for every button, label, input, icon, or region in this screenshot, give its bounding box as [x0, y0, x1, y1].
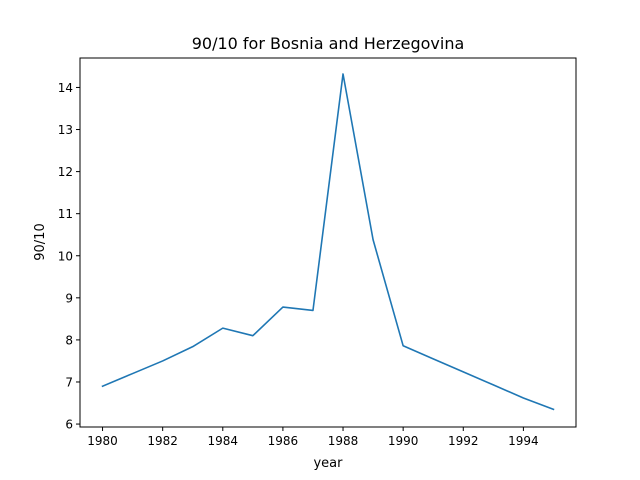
y-tick-label: 7 — [65, 375, 73, 389]
chart-title: 90/10 for Bosnia and Herzegovina — [192, 34, 465, 53]
x-tick-label: 1992 — [448, 434, 479, 448]
y-tick-label: 13 — [58, 123, 73, 137]
y-tick-label: 6 — [65, 418, 73, 432]
x-tick-label: 1986 — [268, 434, 299, 448]
x-tick-label: 1982 — [147, 434, 178, 448]
x-tick-label: 1984 — [208, 434, 239, 448]
y-tick-label: 14 — [58, 81, 73, 95]
x-tick-label: 1994 — [508, 434, 539, 448]
y-axis-label: 90/10 — [33, 223, 48, 260]
series-line — [101, 73, 555, 411]
y-tick-label: 11 — [58, 207, 73, 221]
x-tick-label: 1988 — [328, 434, 359, 448]
y-tick-label: 9 — [65, 291, 73, 305]
plot-area: 1980 1982 1984 1986 1988 1990 1992 1994 6 7 8 9 10 11… — [58, 73, 555, 448]
x-axis-label: year — [313, 456, 343, 471]
y-tick-label: 10 — [58, 249, 73, 263]
x-tick-label: 1980 — [87, 434, 118, 448]
y-tick-label: 12 — [58, 165, 73, 179]
axes-frame — [79, 57, 577, 428]
x-tick-label: 1990 — [388, 434, 419, 448]
y-tick-label: 8 — [65, 333, 73, 347]
